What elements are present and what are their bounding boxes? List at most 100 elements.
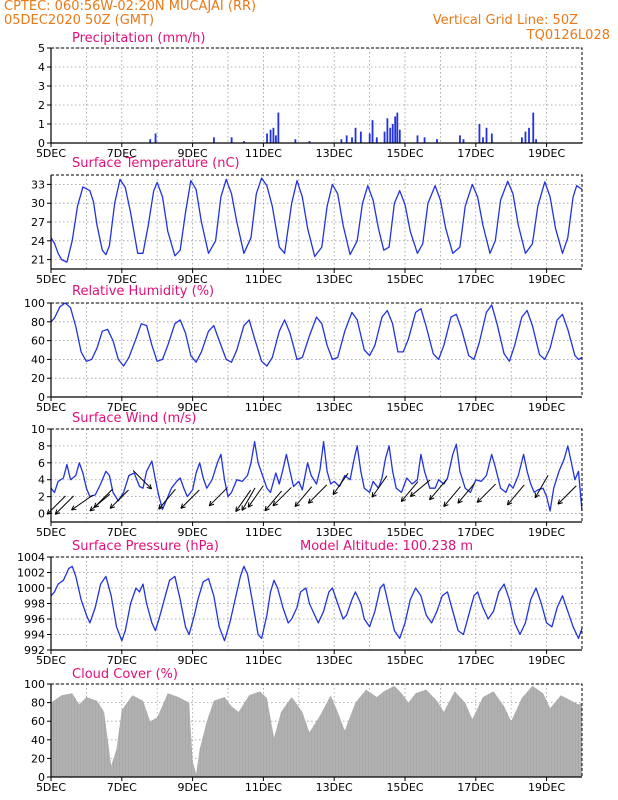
wind-arrowhead bbox=[109, 503, 116, 509]
cloud-xtick-label: 13DEC bbox=[316, 781, 353, 794]
precip-bar bbox=[524, 131, 527, 143]
wind-frame bbox=[50, 428, 583, 523]
precip-bar bbox=[485, 127, 488, 143]
pressure-ytick-label: 994 bbox=[24, 629, 45, 642]
wind-arrowhead bbox=[506, 499, 513, 506]
temp-xtick-label: 15DEC bbox=[386, 273, 423, 286]
precip-bar bbox=[308, 141, 311, 143]
rh-xtick-label: 9DEC bbox=[178, 401, 208, 414]
wind-arrow bbox=[557, 485, 577, 505]
wind-xtick-label: 7DEC bbox=[107, 526, 137, 539]
precip-bar bbox=[277, 112, 280, 143]
temp-ytick-label: 27 bbox=[31, 216, 45, 229]
wind-arrow bbox=[109, 489, 129, 509]
cloud-title: Cloud Cover (%) bbox=[72, 667, 178, 682]
pressure-xtick-label: 7DEC bbox=[107, 654, 137, 667]
precip-ytick-label: 4 bbox=[38, 61, 45, 74]
wind-xtick-label: 19DEC bbox=[528, 526, 565, 539]
pressure-xtick-label: 17DEC bbox=[457, 654, 494, 667]
wind-arrowhead bbox=[247, 502, 253, 508]
precip-bar bbox=[340, 139, 343, 143]
precip-xtick-label: 9DEC bbox=[178, 147, 208, 160]
wind-arrow bbox=[158, 488, 176, 510]
precip-bar bbox=[478, 124, 481, 143]
wind-arrow bbox=[71, 494, 94, 511]
pressure-ytick-label: 992 bbox=[24, 644, 45, 657]
wind-arrowhead bbox=[457, 498, 463, 504]
precip-bar bbox=[354, 127, 357, 143]
pressure-ytick-label: 998 bbox=[24, 598, 45, 611]
pressure-xtick-label: 15DEC bbox=[386, 654, 423, 667]
rh-xtick-label: 19DEC bbox=[528, 401, 565, 414]
wind-arrowhead bbox=[208, 500, 215, 507]
pressure-xtick-label: 13DEC bbox=[316, 654, 353, 667]
wind-arrowhead bbox=[332, 489, 338, 496]
wind-arrowhead bbox=[158, 504, 164, 510]
cloud-xtick-label: 7DEC bbox=[107, 781, 137, 794]
precip-ytick-label: 1 bbox=[38, 118, 45, 131]
cloud-area bbox=[51, 685, 582, 777]
cloud-ytick-label: 80 bbox=[31, 697, 45, 710]
wind-arrow bbox=[241, 487, 256, 511]
pressure-annotation: Model Altitude: 100.238 m bbox=[300, 539, 473, 554]
precip-bar bbox=[482, 137, 484, 143]
cloud-xtick-label: 19DEC bbox=[528, 781, 565, 794]
wind-arrowhead bbox=[93, 502, 100, 508]
precip-bar bbox=[269, 129, 272, 143]
grid-line-note: Vertical Grid Line: 50Z bbox=[432, 13, 578, 28]
wind-xtick-label: 13DEC bbox=[316, 526, 353, 539]
wind-arrowhead bbox=[54, 509, 61, 515]
wind-arrowhead bbox=[71, 505, 77, 511]
wind-ytick-label: 8 bbox=[38, 440, 45, 453]
wind-arrowhead bbox=[557, 499, 563, 505]
cloud-ytick-label: 100 bbox=[24, 678, 45, 691]
precip-bar bbox=[345, 135, 348, 143]
rh-ytick-label: 0 bbox=[38, 391, 45, 404]
wind-xtick-label: 15DEC bbox=[386, 526, 423, 539]
cloud-xtick-label: 5DEC bbox=[36, 781, 66, 794]
rh-ytick-label: 80 bbox=[31, 316, 45, 329]
rh-xtick-label: 15DEC bbox=[386, 401, 423, 414]
wind-arrowhead bbox=[400, 496, 407, 502]
temp-title: Surface Temperature (nC) bbox=[72, 156, 240, 171]
cloud-xtick-label: 9DEC bbox=[178, 781, 208, 794]
precip-ytick-label: 0 bbox=[38, 137, 45, 150]
pressure-ytick-label: 1000 bbox=[17, 582, 45, 595]
precip-bar bbox=[243, 141, 245, 143]
pressure-title: Surface Pressure (hPa) bbox=[72, 539, 219, 554]
rh-line bbox=[50, 302, 583, 367]
precip-xtick-label: 17DEC bbox=[457, 147, 494, 160]
precip-bar bbox=[436, 139, 438, 143]
wind-xtick-label: 5DEC bbox=[36, 526, 66, 539]
pressure-xtick-label: 5DEC bbox=[36, 654, 66, 667]
cloud-xtick-label: 17DEC bbox=[457, 781, 494, 794]
wind-arrowhead bbox=[294, 501, 300, 508]
temp-xtick-label: 17DEC bbox=[457, 273, 494, 286]
model-code: TQ0126L028 bbox=[526, 28, 610, 43]
precip-bar bbox=[396, 112, 399, 143]
wind-arrow bbox=[409, 479, 431, 497]
wind-xtick-label: 9DEC bbox=[178, 526, 208, 539]
run-date-header: 05DEC2020 50Z (GMT) bbox=[4, 13, 155, 28]
precip-bar bbox=[462, 139, 465, 143]
precip-bar bbox=[423, 137, 426, 143]
rh-ytick-label: 60 bbox=[31, 335, 45, 348]
wind-arrow bbox=[534, 474, 549, 498]
precip-bar bbox=[383, 131, 386, 143]
precip-bar bbox=[535, 139, 537, 143]
precip-bar bbox=[266, 133, 268, 143]
pressure-ytick-label: 1004 bbox=[17, 551, 45, 564]
precip-ytick-label: 2 bbox=[38, 99, 45, 112]
wind-arrow bbox=[247, 485, 264, 508]
pressure-xtick-label: 11DEC bbox=[245, 654, 282, 667]
wind-arrowhead bbox=[264, 505, 270, 512]
precip-title: Precipitation (mm/h) bbox=[72, 31, 205, 46]
precip-bar bbox=[389, 127, 392, 143]
wind-arrow bbox=[208, 487, 228, 507]
wind-arrow bbox=[457, 482, 475, 504]
wind-arrowhead bbox=[476, 497, 483, 503]
precip-bar bbox=[272, 127, 275, 143]
wind-arrow bbox=[429, 479, 447, 501]
precip-xtick-label: 7DEC bbox=[107, 147, 137, 160]
temp-xtick-label: 9DEC bbox=[178, 273, 208, 286]
